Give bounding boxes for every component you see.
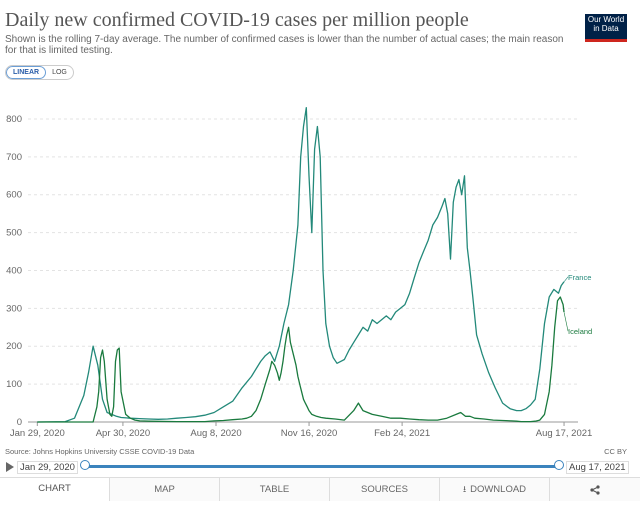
logo-line1: Our World (587, 15, 625, 24)
tab-download-label: DOWNLOAD (470, 484, 527, 495)
x-tick-label: Jan 29, 2020 (10, 428, 65, 439)
logo-accent-bar (585, 39, 627, 42)
x-tick-label: Aug 8, 2020 (190, 428, 241, 439)
tab-table[interactable]: TABLE (219, 478, 329, 501)
y-tick-label: 200 (6, 341, 22, 352)
series-labels: France Iceland (563, 273, 592, 336)
tab-map-label: MAP (154, 484, 175, 495)
series-line-france[interactable] (37, 106, 565, 423)
timeline-track[interactable] (85, 465, 559, 468)
series-label-connector (563, 312, 569, 332)
tab-sources[interactable]: SOURCES (329, 478, 439, 501)
tab-table-label: TABLE (259, 484, 290, 495)
source-note[interactable]: Source: Johns Hopkins University CSSE CO… (5, 447, 195, 456)
y-axis: 0 100 200 300 400 500 600 700 800 (6, 114, 22, 428)
y-tick-label: 500 (6, 228, 22, 239)
series-lines (37, 106, 565, 423)
x-tick-label: Feb 24, 2021 (374, 428, 430, 439)
timeline-end-handle[interactable] (554, 460, 564, 470)
y-tick-label: 700 (6, 152, 22, 163)
x-tick-label: Apr 30, 2020 (96, 428, 150, 439)
timeline-start-label[interactable]: Jan 29, 2020 (17, 461, 78, 474)
play-icon[interactable] (6, 462, 14, 472)
tab-chart-label: CHART (38, 483, 71, 494)
series-label-connector (563, 276, 569, 283)
tab-sources-label: SOURCES (361, 484, 408, 495)
tab-download[interactable]: ⭳ DOWNLOAD (439, 478, 549, 501)
log-scale-button[interactable]: LOG (52, 69, 67, 76)
share-button[interactable] (549, 478, 640, 501)
y-tick-label: 600 (6, 190, 22, 201)
owid-logo[interactable]: Our World in Data (585, 14, 627, 42)
scale-toggle: LINEAR LOG (5, 65, 74, 80)
series-label-iceland[interactable]: Iceland (568, 327, 592, 336)
download-icon: ⭳ (462, 483, 467, 494)
series-label-france[interactable]: France (568, 273, 591, 282)
tab-map[interactable]: MAP (109, 478, 219, 501)
x-axis: Jan 29, 2020 Apr 30, 2020 Aug 8, 2020 Nov 1… (10, 422, 592, 439)
linear-scale-button[interactable]: LINEAR (6, 66, 47, 79)
y-tick-label: 300 (6, 303, 22, 314)
chart-subtitle: Shown is the rolling 7-day average. The … (5, 34, 564, 56)
y-tick-label: 800 (6, 114, 22, 125)
tab-bar: CHART MAP TABLE SOURCES ⭳ DOWNLOAD (0, 477, 640, 501)
grid-lines (28, 118, 578, 423)
chart-title: Daily new confirmed COVID-19 cases per m… (5, 9, 469, 31)
license-label[interactable]: CC BY (604, 447, 627, 456)
timeline-start-handle[interactable] (80, 460, 90, 470)
logo-line2: in Data (593, 23, 619, 33)
timeline: Jan 29, 2020 Aug 17, 2021 (0, 458, 640, 476)
x-tick-label: Nov 16, 2020 (281, 428, 338, 439)
timeline-end-label[interactable]: Aug 17, 2021 (566, 461, 629, 474)
x-tick-label: Aug 17, 2021 (536, 428, 593, 439)
share-icon (590, 484, 600, 495)
line-chart: 0 100 200 300 400 500 600 700 800 Jan 29, 2020 Ap… (6, 106, 592, 439)
y-tick-label: 400 (6, 265, 22, 276)
tab-chart[interactable]: CHART (0, 478, 109, 501)
series-line-iceland[interactable] (37, 296, 565, 423)
y-tick-label: 100 (6, 379, 22, 390)
y-tick-label: 0 (17, 417, 22, 428)
